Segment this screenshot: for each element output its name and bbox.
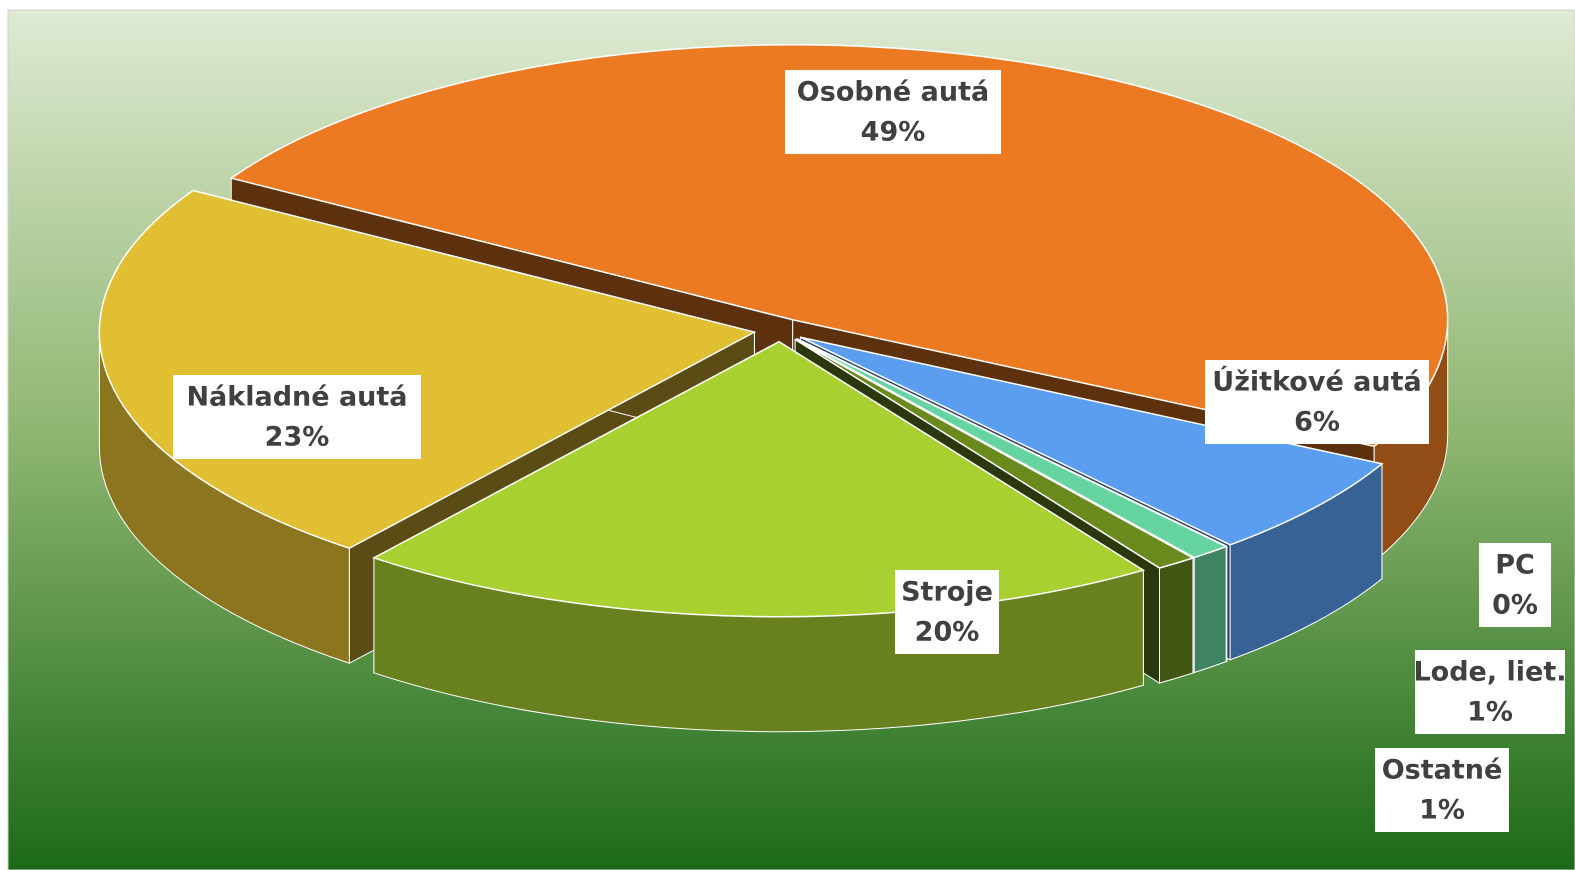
- value-label: 1%: [1467, 697, 1513, 728]
- category-label: Ostatné: [1382, 755, 1503, 786]
- slice: [794, 338, 1195, 569]
- category-label: Stroje: [901, 577, 993, 608]
- value-label: 23%: [265, 422, 330, 453]
- label-box: [895, 570, 999, 654]
- label-box: [785, 70, 1001, 154]
- labels: Osobné autá 49% Úžitkové autá 6% PC 0% Lode, l…: [173, 70, 1567, 832]
- slice: [229, 44, 1449, 448]
- category-label: Úžitkové autá: [1212, 366, 1421, 398]
- label-box: [173, 375, 421, 459]
- category-label: Lode, liet.: [1413, 657, 1566, 688]
- label-box: [1479, 543, 1551, 627]
- category-label: Nákladné autá: [186, 382, 407, 413]
- value-label: 6%: [1294, 407, 1340, 438]
- value-label: 20%: [915, 617, 980, 648]
- slice-side: [1159, 557, 1194, 684]
- category-label: PC: [1495, 550, 1535, 581]
- value-label: 49%: [861, 117, 926, 148]
- value-label: 0%: [1492, 590, 1538, 621]
- value-label: 1%: [1419, 795, 1465, 826]
- category-label: Osobné autá: [797, 77, 989, 108]
- slice: [372, 340, 1146, 618]
- label-box: [1375, 748, 1509, 832]
- pie: [98, 44, 1449, 733]
- slice: [796, 338, 1229, 559]
- label-box: [1205, 360, 1429, 444]
- slice-side: [1193, 545, 1227, 674]
- slice: [800, 336, 1384, 546]
- label-box: [1415, 650, 1565, 734]
